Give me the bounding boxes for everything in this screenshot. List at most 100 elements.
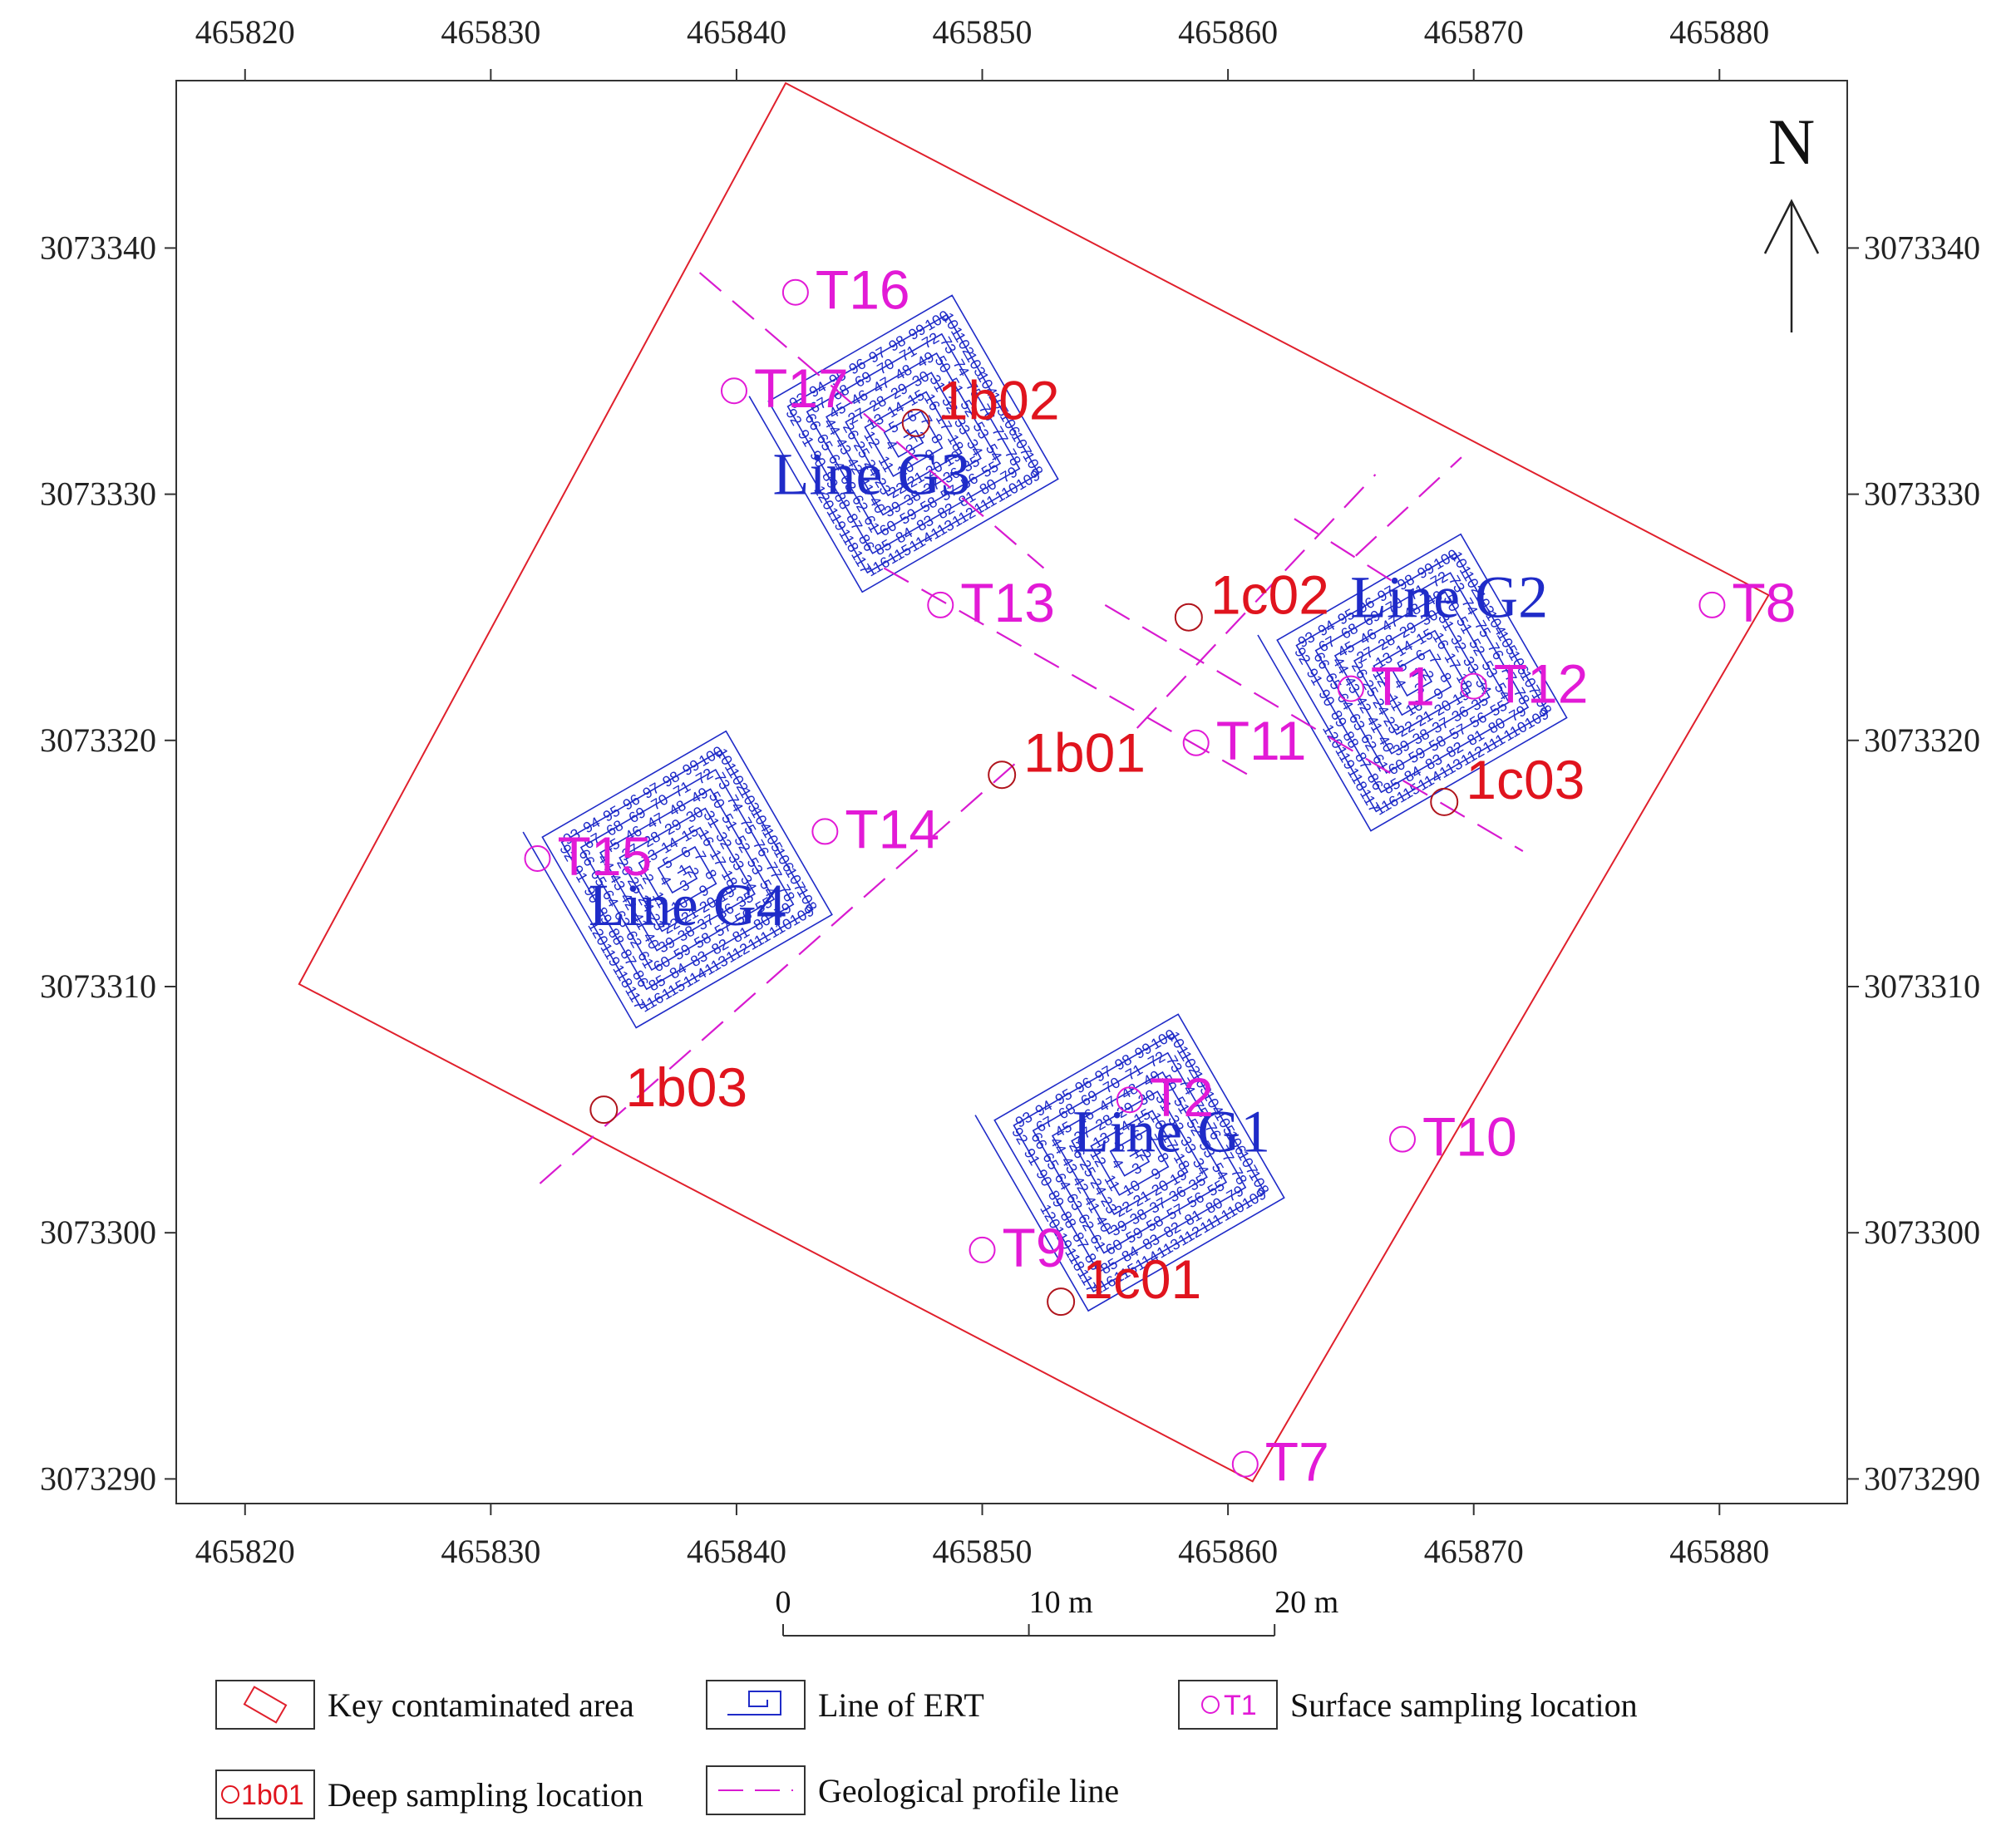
legend-label: Geological profile line bbox=[818, 1772, 1119, 1809]
surface-sample-label: T16 bbox=[816, 259, 910, 321]
ert-electrode-number: 6 bbox=[678, 843, 694, 861]
y-tick-label-right: 3073310 bbox=[1864, 967, 1980, 1005]
legend-item-deep: 1b01 Deep sampling location bbox=[215, 1770, 643, 1819]
deep-sample-label: 1c02 bbox=[1210, 564, 1329, 626]
x-tick-label-top: 465850 bbox=[933, 13, 1033, 51]
ert-line-label: Line G3 bbox=[773, 441, 971, 508]
geological-profile-line bbox=[1104, 603, 1524, 853]
y-tick-label-right: 3073320 bbox=[1864, 721, 1980, 759]
geological-profile-line bbox=[1294, 518, 1396, 584]
x-tick-label-top: 465880 bbox=[1669, 13, 1769, 51]
geological-profile-line bbox=[1136, 474, 1377, 729]
x-tick-label-bottom: 465840 bbox=[687, 1533, 786, 1570]
sampling-locations: T1 T2 T7 T8 T9 T10 T11 T12 T13 T14 T15 T16 T17 1b01 1b… bbox=[524, 259, 1796, 1493]
y-tick-label-left: 3073340 bbox=[40, 229, 156, 266]
legend-item-profile: Geological profile line bbox=[706, 1765, 1119, 1815]
surface-sample-label: T11 bbox=[1216, 710, 1307, 771]
surface-sample-marker bbox=[1698, 591, 1726, 618]
surface-sample-label: T10 bbox=[1422, 1106, 1517, 1168]
deep-sample-label: 1b01 bbox=[1023, 721, 1146, 783]
surface-sample-marker bbox=[1388, 1125, 1416, 1153]
surface-sample-marker bbox=[1460, 672, 1487, 700]
legend-symbol-box bbox=[215, 1680, 315, 1730]
deep-sample-marker bbox=[901, 408, 930, 437]
x-tick-label-top: 465870 bbox=[1424, 13, 1524, 51]
surface-sample-label: T15 bbox=[558, 825, 653, 887]
surface-sample-label: T2 bbox=[1150, 1066, 1214, 1128]
legend-label: Surface sampling location bbox=[1290, 1686, 1638, 1724]
x-tick-label-top: 465860 bbox=[1178, 13, 1278, 51]
deep-sample-label: 1c01 bbox=[1082, 1248, 1201, 1310]
x-tick-label-bottom: 465870 bbox=[1424, 1533, 1524, 1570]
surface-sample-marker bbox=[1337, 675, 1364, 702]
surface-sample-label: T7 bbox=[1265, 1431, 1329, 1493]
scale-bar-label: 0 bbox=[776, 1585, 791, 1620]
legend-label: Line of ERT bbox=[818, 1686, 984, 1724]
north-arrow-head bbox=[1763, 199, 1820, 254]
y-tick-label-right: 3073300 bbox=[1864, 1213, 1980, 1251]
x-tick-label-top: 465820 bbox=[195, 13, 295, 51]
surface-sample-marker bbox=[781, 278, 809, 306]
deep-sample-label: 1b02 bbox=[938, 370, 1060, 431]
surface-sample-label: T8 bbox=[1732, 572, 1796, 633]
deep-sample-label: 1b03 bbox=[625, 1056, 747, 1118]
geological-profile-line bbox=[539, 759, 1020, 1184]
surface-sample-label: T1 bbox=[1371, 656, 1435, 717]
ert-spiral-path bbox=[1257, 533, 1568, 832]
x-tick-label-top: 465830 bbox=[441, 13, 540, 51]
deep-sample-marker bbox=[1430, 787, 1459, 816]
deep-sample-marker bbox=[988, 761, 1017, 790]
deep-sample-label: 1c03 bbox=[1466, 749, 1585, 810]
ert-electrode-number: 8 bbox=[1437, 670, 1455, 686]
legend-item-surface: T1 Surface sampling location bbox=[1178, 1680, 1638, 1730]
deep-sample-marker bbox=[1047, 1287, 1076, 1317]
surface-sample-label: T13 bbox=[960, 572, 1055, 633]
ert-spiral-path bbox=[522, 730, 833, 1029]
legend-deep-sample-text: 1b01 bbox=[241, 1779, 304, 1811]
surface-sample-marker bbox=[524, 844, 551, 872]
scale-bar-label: 20 m bbox=[1274, 1585, 1338, 1620]
y-tick-label-right: 3073340 bbox=[1864, 229, 1980, 266]
surface-sample-marker bbox=[969, 1236, 996, 1263]
y-tick-label-right: 3073330 bbox=[1864, 475, 1980, 513]
north-label: N bbox=[1768, 106, 1815, 178]
x-tick-label-bottom: 465860 bbox=[1178, 1533, 1278, 1570]
map-frame bbox=[175, 80, 1848, 1504]
ert-spiral-path bbox=[748, 294, 1059, 593]
legend-deep-symbol bbox=[221, 1785, 239, 1804]
ert-electrode-number: 5 bbox=[659, 854, 675, 872]
north-arrow: N bbox=[1763, 106, 1820, 332]
legend-ert-symbol bbox=[727, 1691, 781, 1715]
legend-symbol-box bbox=[215, 1770, 315, 1819]
y-tick-label-left: 3073330 bbox=[40, 475, 156, 513]
x-tick-label-top: 465840 bbox=[687, 13, 786, 51]
coordinate-ticks: 465820 465820 465830 465830 465840 465840 4658… bbox=[40, 13, 1980, 1570]
geological-profile-line bbox=[1355, 456, 1462, 557]
deep-sample-marker bbox=[589, 1095, 619, 1125]
surface-sample-marker bbox=[1182, 729, 1210, 756]
legend-surface-symbol bbox=[1201, 1696, 1220, 1714]
x-tick-label-bottom: 465880 bbox=[1669, 1533, 1769, 1570]
y-tick-label-right: 3073290 bbox=[1864, 1460, 1980, 1497]
legend-symbol-box bbox=[706, 1680, 806, 1730]
map-frame-border bbox=[175, 80, 1848, 1504]
scale-bar-label: 10 m bbox=[1029, 1585, 1093, 1620]
x-tick-label-bottom: 465830 bbox=[441, 1533, 540, 1570]
legend-surface-sample-text: T1 bbox=[1224, 1690, 1257, 1721]
surface-sample-marker bbox=[811, 818, 839, 845]
contaminated-area bbox=[298, 81, 1770, 1483]
profile-lines bbox=[539, 272, 1524, 1184]
x-tick-label-bottom: 465850 bbox=[933, 1533, 1033, 1570]
surface-sample-label: T9 bbox=[1003, 1217, 1067, 1278]
ert-electrode-number: 5 bbox=[885, 418, 901, 436]
surface-sample-marker bbox=[927, 591, 954, 618]
ert-electrode-number: 7 bbox=[691, 849, 709, 864]
legend-label: Key contaminated area bbox=[328, 1686, 634, 1724]
surface-sample-label: T14 bbox=[845, 798, 939, 859]
surface-sample-marker bbox=[720, 377, 747, 405]
ert-electrode-number: 94 bbox=[1033, 1097, 1055, 1120]
legend-symbol-box bbox=[1178, 1680, 1278, 1730]
x-tick-label-bottom: 465820 bbox=[195, 1533, 295, 1570]
ert-line-label: Line G4 bbox=[589, 872, 786, 938]
